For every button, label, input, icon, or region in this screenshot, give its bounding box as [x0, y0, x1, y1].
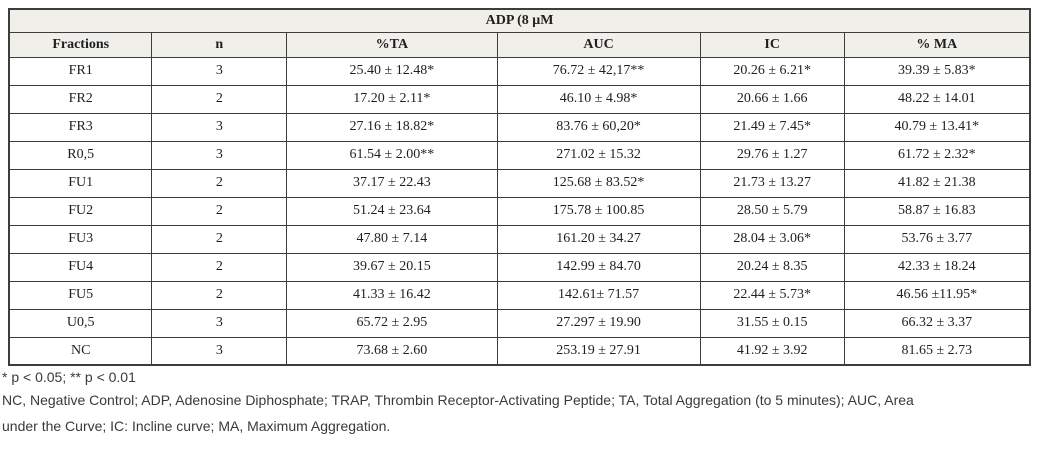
table-cell: 66.32 ± 3.37 [843, 308, 1031, 338]
table-cell: 61.72 ± 2.32* [843, 140, 1031, 170]
table-cell: 175.78 ± 100.85 [496, 196, 701, 226]
table-cell: 83.76 ± 60,20* [496, 112, 701, 142]
table-row: FU3 2 47.80 ± 7.14 161.20 ± 34.27 28.04 ± 3.… [8, 224, 1031, 254]
table-cell: 42.33 ± 18.24 [843, 252, 1031, 282]
table-cell: 125.68 ± 83.52* [496, 168, 701, 198]
column-header-n: n [151, 31, 288, 58]
table-cell: 142.99 ± 84.70 [496, 252, 701, 282]
column-header-ic: IC [699, 31, 845, 58]
table-cell: 25.40 ± 12.48* [286, 56, 498, 86]
footnotes: * p < 0.05; ** p < 0.01 NC, Negative Con… [2, 368, 1034, 440]
table-cell: 3 [151, 140, 288, 170]
column-header-fractions: Fractions [8, 31, 153, 58]
table-cell: 20.66 ± 1.66 [699, 84, 845, 114]
footnote-abbreviations-line-1: NC, Negative Control; ADP, Adenosine Dip… [2, 392, 914, 408]
footnote-abbreviations-line-2: under the Curve; IC: Incline curve; MA, … [2, 418, 391, 434]
table-cell: 41.82 ± 21.38 [843, 168, 1031, 198]
results-table: ADP (8 μM Fractions n %TA AUC IC% MA FR1 3 25.… [8, 8, 1031, 366]
table-cell: 2 [151, 84, 288, 114]
column-header-auc: AUC [496, 31, 701, 58]
table-cell: 81.65 ± 2.73 [843, 336, 1031, 366]
table-cell: 47.80 ± 7.14 [286, 224, 498, 254]
table-row: FU5 2 41.33 ± 16.42 142.61± 71.57 22.44 ± 5.… [8, 280, 1031, 310]
table-cell: 2 [151, 252, 288, 282]
table-cell: 27.297 ± 19.90 [496, 308, 701, 338]
table-cell: 22.44 ± 5.73* [699, 280, 845, 310]
table-cell: 41.92 ± 3.92 [699, 336, 845, 366]
table-cell: 142.61± 71.57 [496, 280, 701, 310]
table-cell: 3 [151, 336, 288, 366]
table-cell: 3 [151, 308, 288, 338]
table-cell: 73.68 ± 2.60 [286, 336, 498, 366]
fraction-label: FR2 [8, 84, 153, 114]
table-cell: 253.19 ± 27.91 [496, 336, 701, 366]
table-cell: 39.67 ± 20.15 [286, 252, 498, 282]
table-row: R0,5 3 61.54 ± 2.00** 271.02 ± 15.32 29.76 ±… [8, 140, 1031, 170]
table-cell: 29.76 ± 1.27 [699, 140, 845, 170]
table-cell: 37.17 ± 22.43 [286, 168, 498, 198]
table-cell: 39.39 ± 5.83* [843, 56, 1031, 86]
table-cell: 2 [151, 280, 288, 310]
table-cell: 28.50 ± 5.79 [699, 196, 845, 226]
fraction-label: U0,5 [8, 308, 153, 338]
table-cell: 3 [151, 56, 288, 86]
table-cell: 46.10 ± 4.98* [496, 84, 701, 114]
table-row: FU1 2 37.17 ± 22.43 125.68 ± 83.52* 21.73 ± … [8, 168, 1031, 198]
table-cell: 53.76 ± 3.77 [843, 224, 1031, 254]
table-row: FR1 3 25.40 ± 12.48* 76.72 ± 42,17** 20.26 ±… [8, 56, 1031, 86]
table-row: FR2 2 17.20 ± 2.11* 46.10 ± 4.98* 20.66 ± 1.… [8, 84, 1031, 114]
fraction-label: FU1 [8, 168, 153, 198]
footnote-significance: * p < 0.05; ** p < 0.01 [2, 369, 136, 385]
table-cell: 161.20 ± 34.27 [496, 224, 701, 254]
table-cell: 40.79 ± 13.41* [843, 112, 1031, 142]
table-row: FU2 2 51.24 ± 23.64 175.78 ± 100.85 28.50 ± … [8, 196, 1031, 226]
column-header-ta: %TA [286, 31, 498, 58]
table-title: ADP (8 μM [8, 8, 1031, 33]
table-row: U0,5 3 65.72 ± 2.95 27.297 ± 19.90 31.55 ± 0… [8, 308, 1031, 338]
table-cell: 20.26 ± 6.21* [699, 56, 845, 86]
fraction-label: NC [8, 336, 153, 366]
table-cell: 48.22 ± 14.01 [843, 84, 1031, 114]
table-cell: 21.73 ± 13.27 [699, 168, 845, 198]
table-cell: 31.55 ± 0.15 [699, 308, 845, 338]
table-cell: 41.33 ± 16.42 [286, 280, 498, 310]
table-cell: 76.72 ± 42,17** [496, 56, 701, 86]
fraction-label: FR3 [8, 112, 153, 142]
fraction-label: FU5 [8, 280, 153, 310]
fraction-label: FU4 [8, 252, 153, 282]
table-cell: 51.24 ± 23.64 [286, 196, 498, 226]
table-cell: 271.02 ± 15.32 [496, 140, 701, 170]
table-cell: 17.20 ± 2.11* [286, 84, 498, 114]
table-cell: 21.49 ± 7.45* [699, 112, 845, 142]
table-row: FU4 2 39.67 ± 20.15 142.99 ± 84.70 20.24 ± 8… [8, 252, 1031, 282]
column-header-ma: % MA [843, 31, 1031, 58]
table-cell: 46.56 ±11.95* [843, 280, 1031, 310]
table-row: NC 3 73.68 ± 2.60 253.19 ± 27.91 41.92 ± 3.9… [8, 336, 1031, 366]
fraction-label: FR1 [8, 56, 153, 86]
table-cell: 2 [151, 224, 288, 254]
table-row: FR3 3 27.16 ± 18.82* 83.76 ± 60,20* 21.49 ± … [8, 112, 1031, 142]
column-header-row: Fractions n %TA AUC IC% MA [8, 31, 1031, 58]
table-cell: 65.72 ± 2.95 [286, 308, 498, 338]
table-cell: 3 [151, 112, 288, 142]
fraction-label: R0,5 [8, 140, 153, 170]
table-title-row: ADP (8 μM [8, 8, 1031, 33]
table-body: FR1 3 25.40 ± 12.48* 76.72 ± 42,17** 20.26 ±… [8, 56, 1031, 366]
table-cell: 27.16 ± 18.82* [286, 112, 498, 142]
fraction-label: FU3 [8, 224, 153, 254]
table-cell: 20.24 ± 8.35 [699, 252, 845, 282]
table-cell: 2 [151, 196, 288, 226]
table-cell: 2 [151, 168, 288, 198]
table-cell: 28.04 ± 3.06* [699, 224, 845, 254]
fraction-label: FU2 [8, 196, 153, 226]
table-cell: 61.54 ± 2.00** [286, 140, 498, 170]
table-cell: 58.87 ± 16.83 [843, 196, 1031, 226]
